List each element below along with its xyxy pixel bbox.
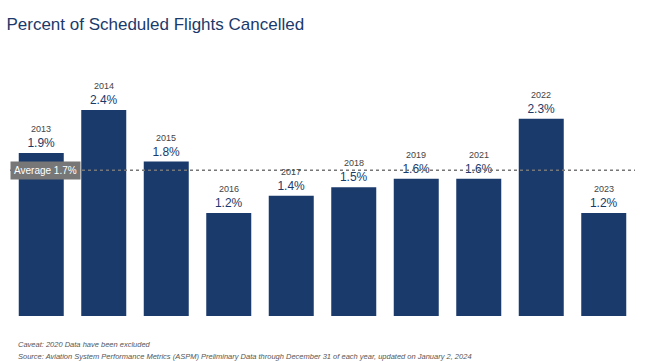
svg-text:2022: 2022 — [531, 90, 551, 100]
svg-text:1.5%: 1.5% — [340, 170, 368, 184]
svg-text:2017: 2017 — [281, 167, 301, 177]
svg-text:1.4%: 1.4% — [277, 179, 305, 193]
svg-text:Caveat: 2020 Data have been ex: Caveat: 2020 Data have been excluded — [18, 340, 151, 349]
svg-text:2019: 2019 — [406, 150, 426, 160]
svg-text:1.2%: 1.2% — [215, 196, 243, 210]
svg-text:2021: 2021 — [469, 150, 489, 160]
svg-text:2018: 2018 — [344, 158, 364, 168]
svg-text:Average 1.7%: Average 1.7% — [14, 165, 77, 176]
svg-text:Percent of Scheduled Flights C: Percent of Scheduled Flights Cancelled — [6, 15, 304, 34]
svg-text:Source: Aviation System Perfor: Source: Aviation System Performance Metr… — [18, 352, 472, 361]
svg-text:2013: 2013 — [31, 124, 51, 134]
svg-text:2015: 2015 — [156, 133, 176, 143]
svg-text:1.2%: 1.2% — [590, 196, 618, 210]
svg-text:1.6%: 1.6% — [402, 162, 430, 176]
svg-text:2.3%: 2.3% — [527, 102, 555, 116]
svg-text:1.6%: 1.6% — [465, 162, 493, 176]
svg-text:2016: 2016 — [219, 184, 239, 194]
svg-text:2.4%: 2.4% — [90, 93, 118, 107]
svg-text:1.9%: 1.9% — [27, 136, 55, 150]
svg-text:2023: 2023 — [594, 184, 614, 194]
svg-text:1.8%: 1.8% — [152, 145, 180, 159]
svg-text:2014: 2014 — [94, 81, 114, 91]
